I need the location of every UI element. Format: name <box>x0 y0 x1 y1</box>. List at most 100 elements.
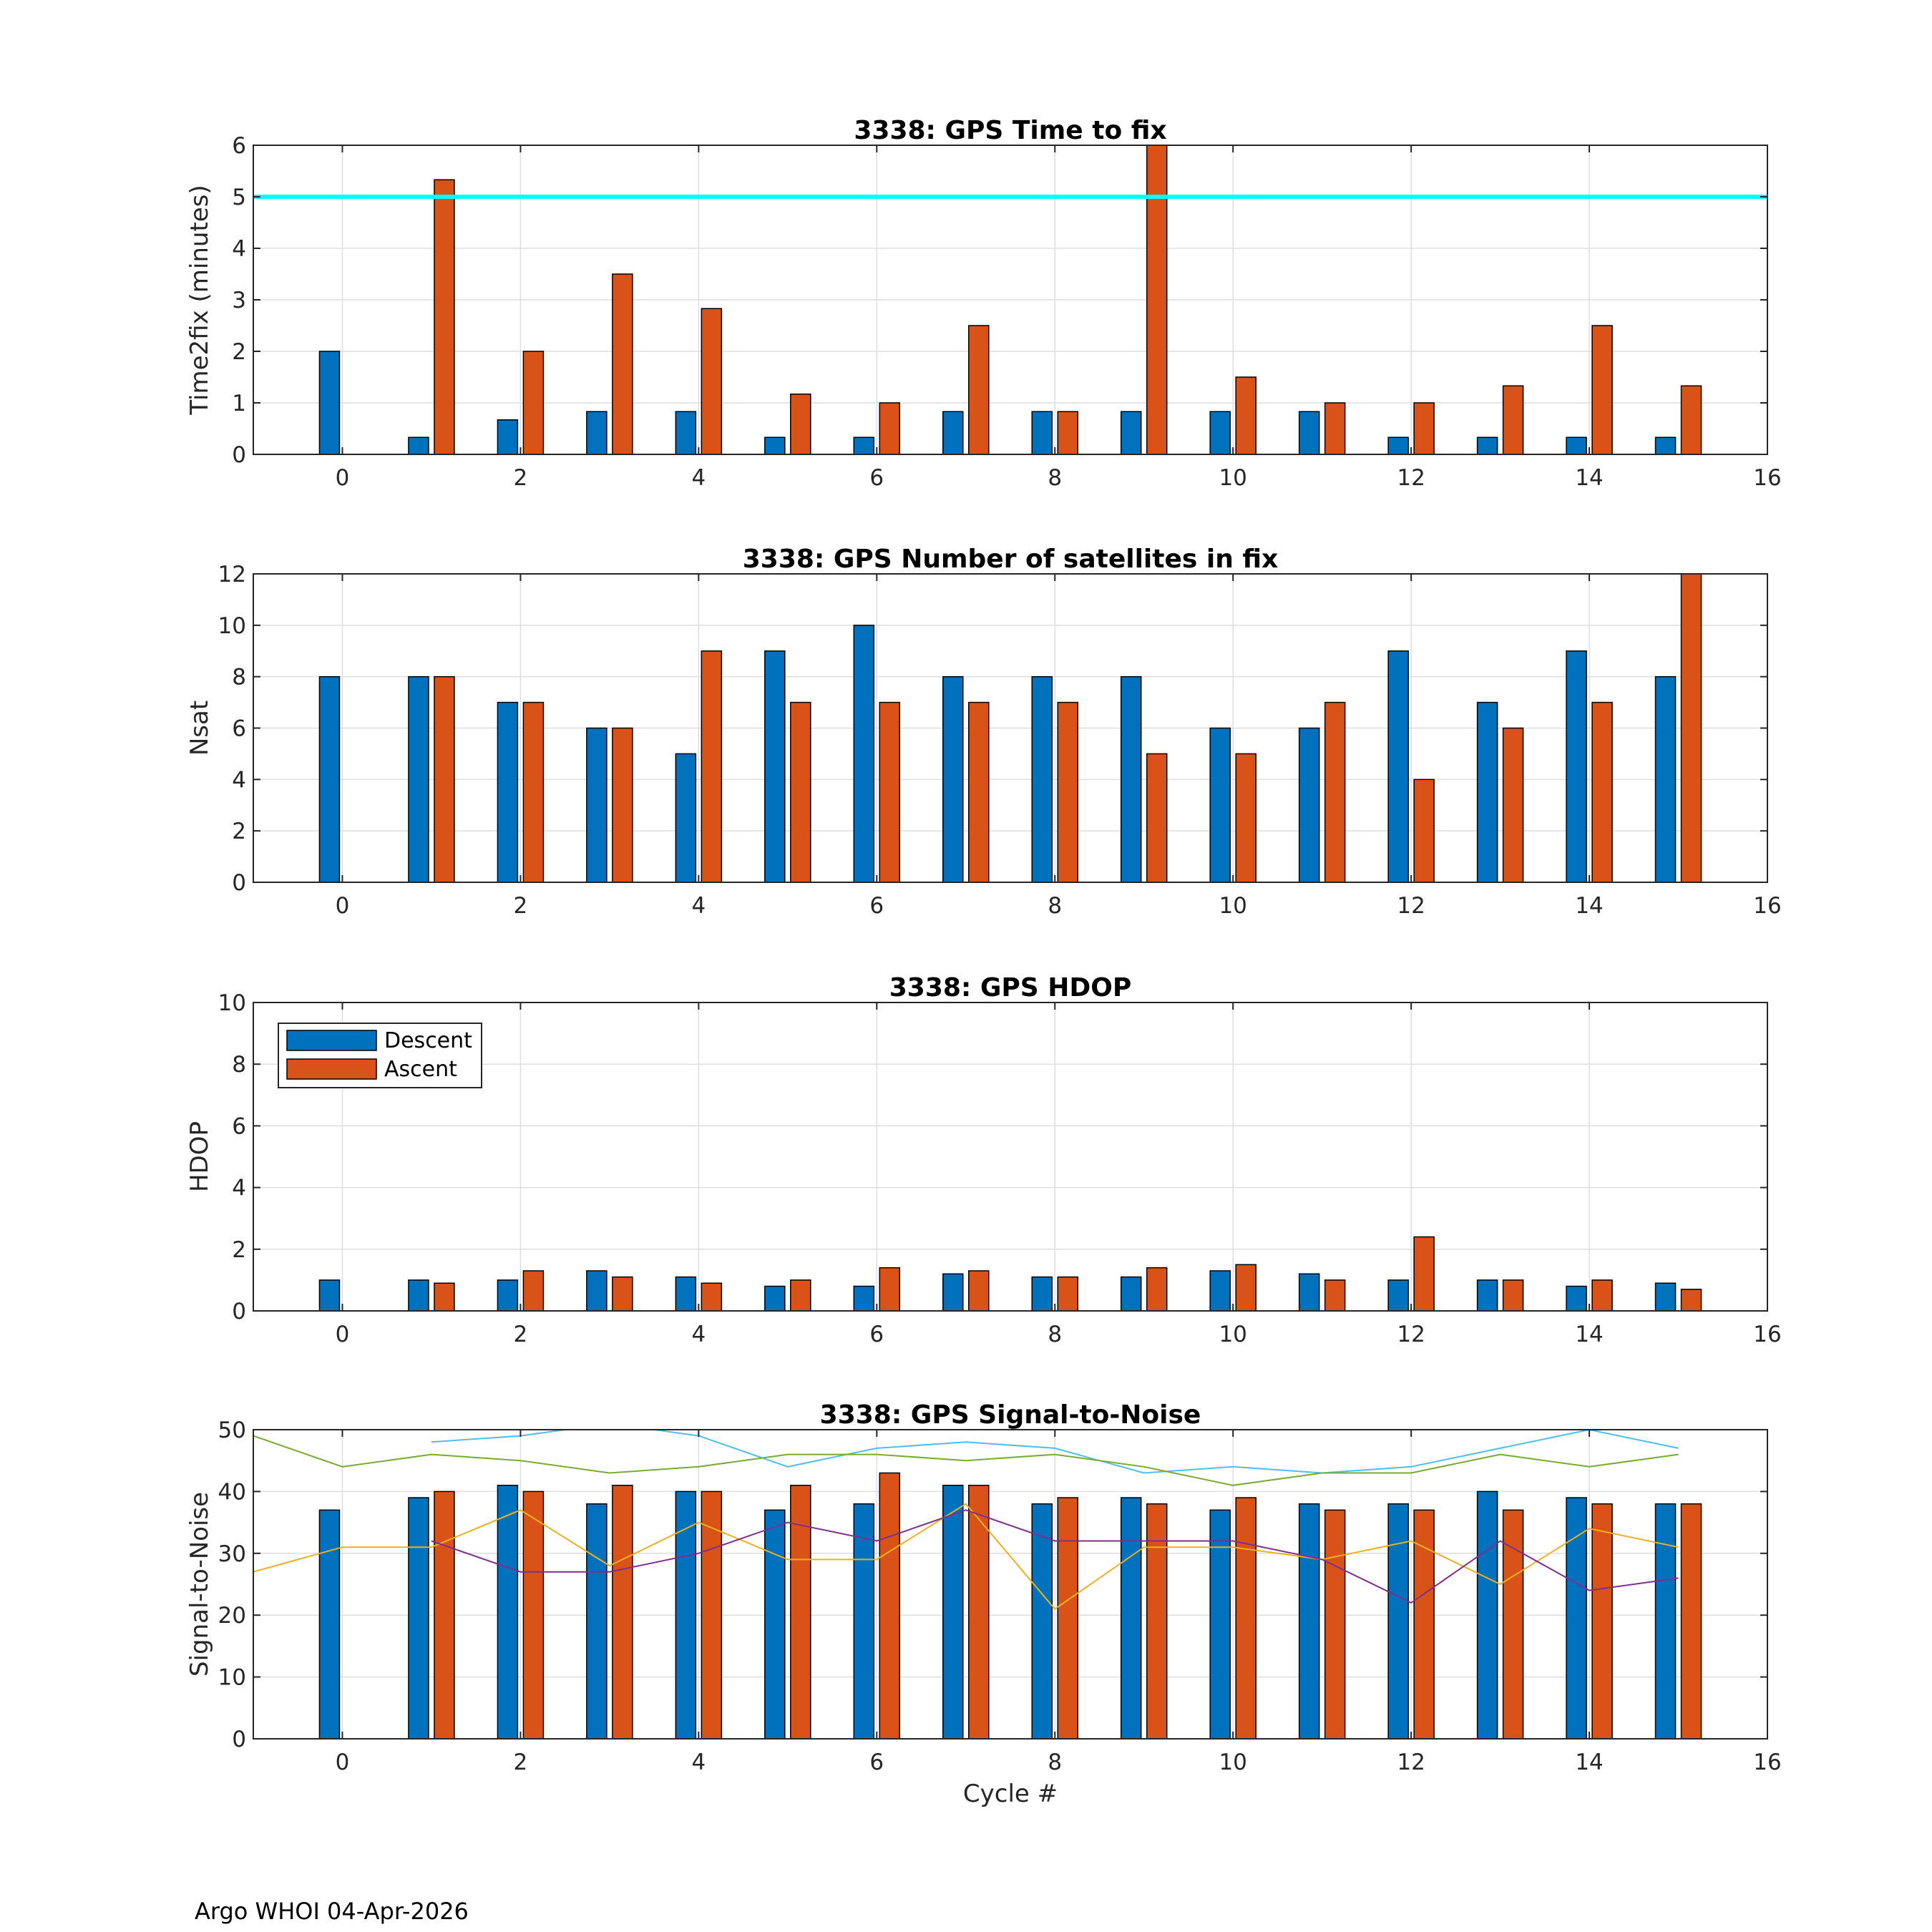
bar-ascent-cycle-4 <box>701 1282 723 1311</box>
plot-content <box>253 145 1767 454</box>
bar-descent-cycle-8 <box>1031 675 1053 882</box>
plot-area <box>253 1430 1767 1739</box>
bar-descent-cycle-12 <box>1387 1503 1409 1739</box>
bar-ascent-cycle-6 <box>879 1472 901 1739</box>
bar-ascent-cycle-10 <box>1235 753 1257 882</box>
bar-descent-cycle-13 <box>1476 701 1498 882</box>
bar-descent-cycle-14 <box>1566 650 1587 882</box>
x-tick-label: 2 <box>514 465 528 491</box>
y-tick-label: 0 <box>232 1299 246 1324</box>
bar-ascent-cycle-3 <box>612 727 633 882</box>
y-tick-label: 4 <box>232 1176 246 1201</box>
x-tick-label: 6 <box>869 465 884 491</box>
y-tick-label: 4 <box>232 767 246 793</box>
bar-descent-cycle-2 <box>497 1279 519 1311</box>
y-axis-label: Signal-to-Noise <box>185 1492 214 1677</box>
bar-ascent-cycle-9 <box>1146 1267 1168 1311</box>
bar-descent-cycle-1 <box>408 1279 429 1311</box>
y-tick-label: 10 <box>218 1665 246 1691</box>
bar-descent-cycle-13 <box>1476 436 1498 454</box>
bar-descent-cycle-11 <box>1298 1273 1320 1311</box>
axes-box <box>253 1002 1768 1312</box>
bar-descent-cycle-1 <box>408 675 429 882</box>
x-tick-label: 16 <box>1753 893 1781 919</box>
x-tick-label: 14 <box>1575 893 1603 919</box>
x-tick-label: 10 <box>1219 465 1246 491</box>
x-axis-label: Cycle # <box>963 1780 1058 1808</box>
bar-descent-cycle-12 <box>1387 436 1409 454</box>
x-tick-label: 16 <box>1753 1322 1781 1347</box>
bar-ascent-cycle-10 <box>1235 376 1257 454</box>
bar-descent-cycle-13 <box>1476 1279 1498 1311</box>
y-axis-label: HDOP <box>185 1121 214 1192</box>
bar-descent-cycle-6 <box>853 1285 875 1311</box>
bar-ascent-cycle-9 <box>1146 145 1168 454</box>
bar-descent-cycle-15 <box>1654 675 1677 882</box>
x-tick-label: 10 <box>1219 1750 1246 1775</box>
bar-descent-cycle-3 <box>586 727 608 882</box>
snr-line-1 <box>431 1430 1679 1474</box>
bar-descent-cycle-7 <box>942 1485 964 1739</box>
bar-descent-cycle-10 <box>1209 1509 1231 1739</box>
x-tick-label: 14 <box>1575 1750 1603 1775</box>
bar-descent-cycle-10 <box>1209 1270 1231 1311</box>
y-tick-label: 20 <box>218 1603 246 1629</box>
bar-ascent-cycle-15 <box>1680 385 1702 454</box>
x-tick-label: 16 <box>1753 1750 1781 1775</box>
bar-ascent-cycle-1 <box>434 179 455 454</box>
bar-ascent-cycle-10 <box>1235 1264 1257 1311</box>
y-tick-label: 6 <box>232 1113 246 1139</box>
bar-ascent-cycle-14 <box>1591 325 1613 454</box>
x-tick-label: 8 <box>1048 465 1062 491</box>
bar-descent-cycle-14 <box>1566 436 1587 454</box>
bar-descent-cycle-15 <box>1654 1282 1677 1311</box>
x-tick-label: 12 <box>1397 465 1425 491</box>
x-tick-label: 4 <box>691 1322 706 1347</box>
bar-descent-cycle-13 <box>1476 1491 1498 1739</box>
y-tick-label: 50 <box>218 1418 246 1443</box>
bar-descent-cycle-11 <box>1298 1503 1320 1739</box>
bar-descent-cycle-4 <box>675 1276 697 1311</box>
legend-swatch-ascent <box>286 1058 377 1080</box>
bar-descent-cycle-9 <box>1120 1276 1142 1311</box>
bar-ascent-cycle-1 <box>434 1491 455 1739</box>
bar-ascent-cycle-12 <box>1413 1236 1435 1311</box>
bar-descent-cycle-3 <box>586 1270 608 1311</box>
x-tick-label: 16 <box>1753 465 1781 491</box>
bar-descent-cycle-0 <box>318 1509 341 1739</box>
x-tick-label: 4 <box>691 893 706 919</box>
y-axis-label: Nsat <box>185 701 214 756</box>
bar-ascent-cycle-8 <box>1057 1276 1078 1311</box>
y-tick-label: 2 <box>232 819 246 844</box>
bar-descent-cycle-6 <box>853 625 875 882</box>
bar-ascent-cycle-4 <box>701 308 723 454</box>
x-tick-label: 10 <box>1219 893 1246 919</box>
bar-descent-cycle-3 <box>586 1503 608 1739</box>
y-tick-label: 5 <box>232 185 246 210</box>
chart-title: 3338: GPS HDOP <box>889 973 1132 1002</box>
x-tick-label: 8 <box>1048 1322 1062 1347</box>
y-tick-label: 0 <box>232 870 246 896</box>
x-tick-label: 8 <box>1048 893 1062 919</box>
bar-descent-cycle-12 <box>1387 1279 1409 1311</box>
bar-descent-cycle-8 <box>1031 1276 1053 1311</box>
bar-ascent-cycle-8 <box>1057 411 1078 454</box>
snr-line-4 <box>431 1509 1679 1604</box>
x-tick-label: 0 <box>336 1322 350 1347</box>
bar-ascent-cycle-1 <box>434 1282 455 1311</box>
y-tick-label: 8 <box>232 665 246 691</box>
bar-ascent-cycle-14 <box>1591 1279 1613 1311</box>
bar-descent-cycle-7 <box>942 1273 964 1311</box>
bar-ascent-cycle-13 <box>1502 727 1524 882</box>
bar-descent-cycle-1 <box>408 436 429 454</box>
bar-descent-cycle-6 <box>853 1503 875 1739</box>
bar-ascent-cycle-12 <box>1413 1509 1435 1739</box>
bar-ascent-cycle-11 <box>1324 1509 1346 1739</box>
x-tick-label: 12 <box>1397 1750 1425 1775</box>
y-tick-label: 4 <box>232 236 246 262</box>
bar-ascent-cycle-11 <box>1324 402 1346 454</box>
bar-ascent-cycle-4 <box>701 1491 723 1739</box>
bar-descent-cycle-0 <box>318 675 341 882</box>
bar-descent-cycle-8 <box>1031 411 1053 454</box>
